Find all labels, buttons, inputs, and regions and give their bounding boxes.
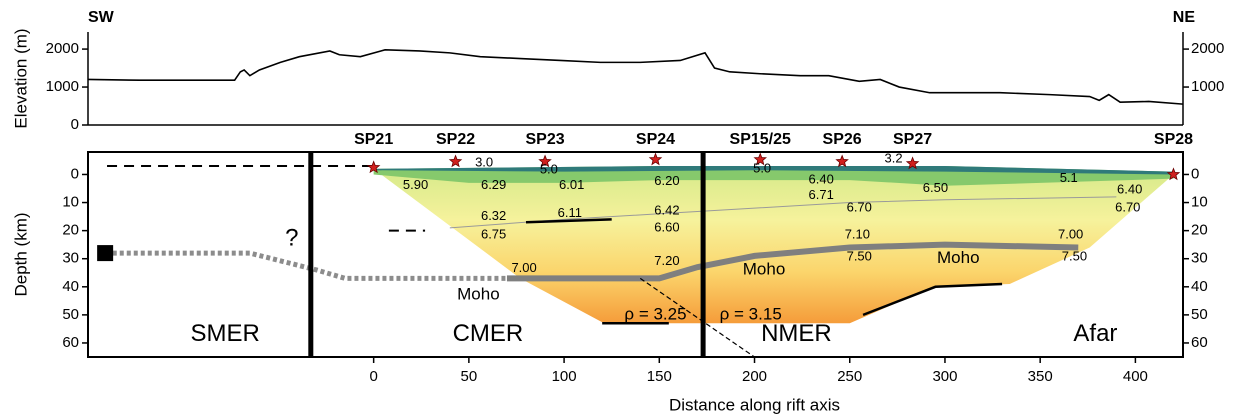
- shot-point-label: SP22: [436, 131, 475, 148]
- shot-point-label: SP26: [823, 131, 862, 148]
- annotation: 5.0: [753, 160, 771, 175]
- annotation: 5.0: [540, 162, 558, 177]
- annotation: 6.11: [558, 205, 582, 220]
- y-tick-label: 10: [62, 194, 79, 211]
- annotation: 7.00: [1058, 226, 1083, 241]
- annotation: Moho: [457, 285, 500, 304]
- shot-point-label: SP15/25: [730, 131, 791, 148]
- annotation: Moho: [743, 259, 786, 278]
- annotation: 6.40: [1117, 181, 1142, 196]
- shot-point: [835, 154, 849, 168]
- x-tick-label: 0: [369, 368, 377, 385]
- y-tick-label: 2000: [46, 40, 79, 57]
- annotation: 6.71: [809, 187, 834, 202]
- annotation: 6.42: [654, 202, 679, 217]
- annotation: 6.50: [923, 180, 948, 195]
- y-tick-label: 60: [62, 334, 79, 351]
- y-tick-label: 40: [62, 278, 79, 295]
- x-tick-label: 400: [1123, 368, 1148, 385]
- shot-point-label: SP24: [636, 131, 675, 148]
- shot-point-label: SP27: [893, 131, 932, 148]
- annotation: ρ = 3.25: [624, 304, 686, 323]
- y2-tick-label: 50: [1191, 306, 1208, 323]
- x-tick-label: 100: [552, 368, 577, 385]
- annotation: 7.50: [847, 249, 872, 264]
- shot-point-label: SP21: [354, 131, 393, 148]
- interface-line: [639, 277, 755, 358]
- y2-tick-label: 40: [1191, 278, 1208, 295]
- annotation: CMER: [453, 320, 524, 347]
- y-tick-label: 1000: [46, 78, 79, 95]
- shot-point: [366, 160, 381, 174]
- x-tick-label: 250: [837, 368, 862, 385]
- shot-point-label: SP23: [525, 131, 564, 148]
- shot-point-label: SP28: [1154, 131, 1193, 148]
- interface-line: [449, 196, 1117, 229]
- x-tick-label: 350: [1028, 368, 1053, 385]
- y-tick-label: 50: [62, 306, 79, 323]
- y-tick-label: 20: [62, 222, 79, 239]
- annotation: 6.29: [481, 177, 506, 192]
- annotation: ρ = 3.15: [720, 304, 782, 323]
- interface-line: [506, 241, 1079, 282]
- y2-tick-label: 2000: [1191, 40, 1224, 57]
- shot-point: [753, 152, 767, 166]
- shot-point: [648, 152, 663, 166]
- y2-tick-label: 60: [1191, 334, 1208, 351]
- annotation: ?: [285, 224, 298, 251]
- right-label: NE: [1173, 9, 1196, 26]
- x-tick-label: 300: [932, 368, 957, 385]
- annotation: 5.90: [403, 177, 428, 192]
- x-tick-label: 200: [742, 368, 767, 385]
- y2-tick-label: 10: [1191, 194, 1208, 211]
- annotation: SMER: [190, 320, 259, 347]
- y2-tick-label: 30: [1191, 250, 1208, 267]
- x-tick-label: 50: [461, 368, 478, 385]
- annotation: 6.32: [481, 208, 506, 223]
- annotation: 3.2: [885, 150, 903, 165]
- y-axis-label: Elevation (m): [11, 28, 30, 128]
- annotation: 6.70: [1115, 200, 1140, 215]
- plot-frame: [87, 151, 1184, 358]
- y2-tick-label: 1000: [1191, 78, 1224, 95]
- y-tick-label: 30: [62, 250, 79, 267]
- left-label: SW: [88, 9, 115, 26]
- y-tick-label: 0: [71, 116, 79, 133]
- x-tick-label: 150: [647, 368, 672, 385]
- interface-line: [862, 282, 1003, 317]
- shot-point: [1166, 167, 1181, 181]
- annotation: 7.00: [511, 260, 536, 275]
- layer-body: [373, 166, 1174, 175]
- annotation: 7.20: [654, 253, 679, 268]
- annotation: 6.40: [809, 172, 834, 187]
- annotation: 7.50: [1062, 249, 1087, 264]
- annotation: 3.0: [475, 155, 493, 170]
- x-axis-label: Distance along rift axis: [669, 395, 840, 414]
- annotation: 6.01: [559, 177, 584, 192]
- elevation-line: [87, 49, 1184, 105]
- interface-line: [525, 218, 612, 224]
- annotation: 7.10: [845, 226, 870, 241]
- annotation: 6.70: [847, 200, 872, 215]
- interface-line: [112, 250, 507, 281]
- annotation: 5.1: [1060, 170, 1078, 185]
- shot-point: [448, 154, 463, 168]
- y2-tick-label: 20: [1191, 222, 1208, 239]
- square-marker: [97, 245, 114, 262]
- annotation: NMER: [761, 320, 832, 347]
- y2-tick-label: 0: [1191, 165, 1199, 182]
- annotation: Moho: [937, 248, 980, 267]
- annotation: 6.20: [654, 173, 679, 188]
- y-tick-label: 0: [71, 165, 79, 182]
- y-axis-label: Depth (km): [11, 212, 30, 296]
- annotation: Afar: [1073, 320, 1117, 347]
- shot-point: [905, 156, 920, 170]
- shot-point: [538, 154, 552, 168]
- annotation: 6.60: [654, 219, 679, 234]
- annotation: 6.75: [481, 226, 506, 241]
